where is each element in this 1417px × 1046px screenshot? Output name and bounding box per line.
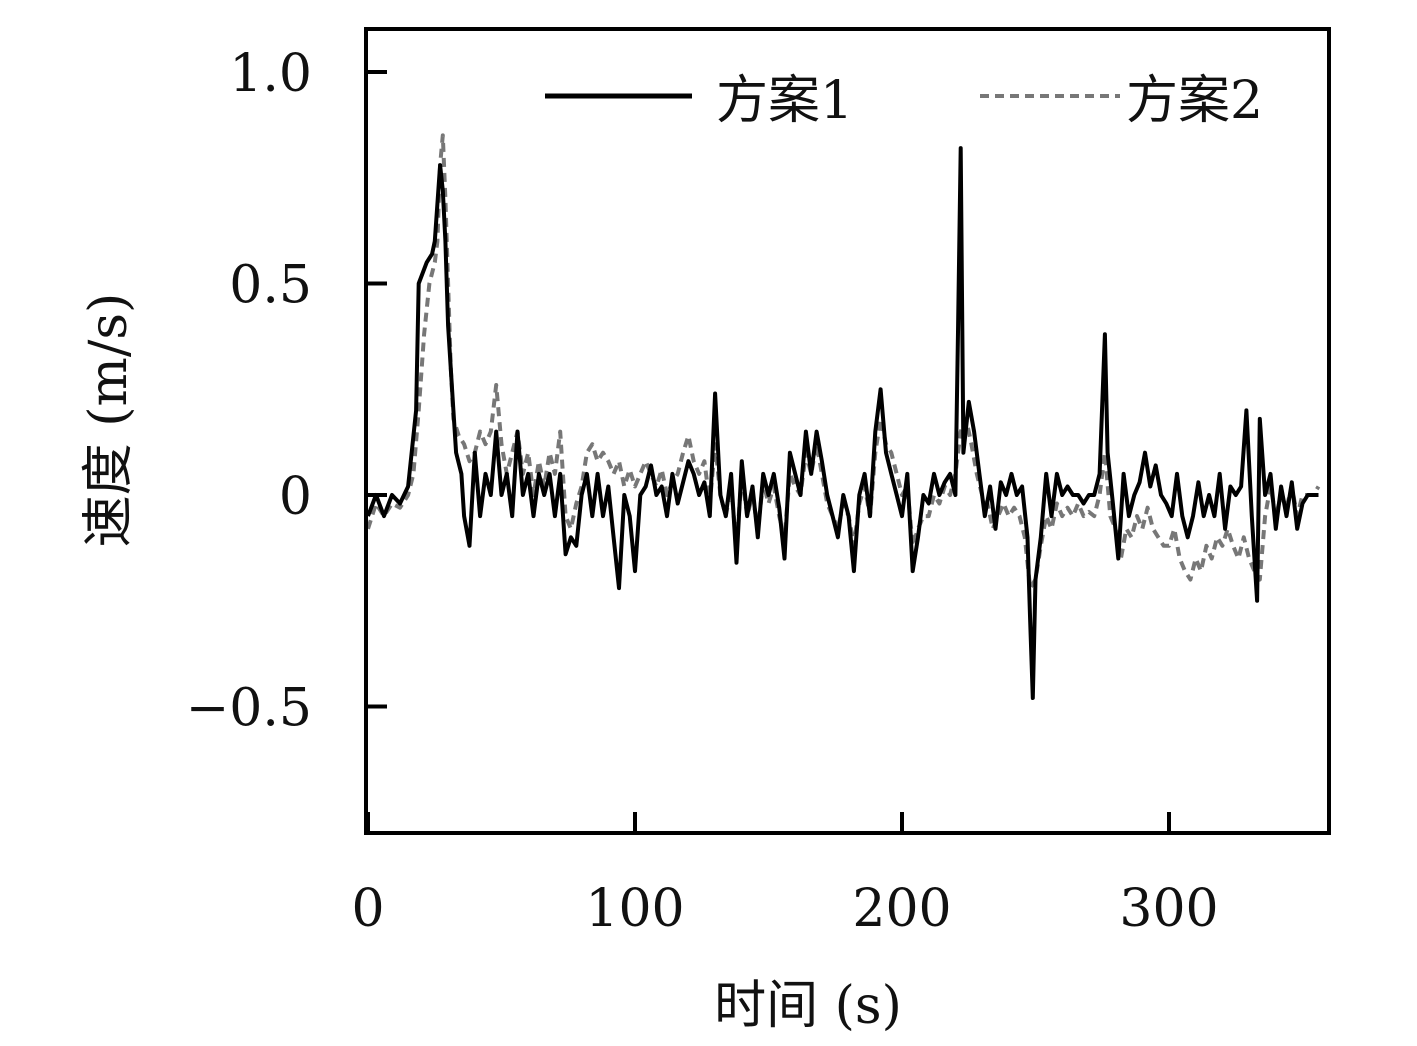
- x-tick-label: 200: [852, 879, 951, 939]
- y-tick-label: 0: [279, 467, 312, 527]
- y-axis: 1.0 0.5 0 −0.5: [186, 44, 387, 739]
- x-tick-label: 300: [1119, 879, 1218, 939]
- legend-label-series-1: 方案1: [716, 71, 853, 131]
- series-line-1: [366, 146, 1319, 700]
- legend-label-series-2: 方案2: [1126, 71, 1263, 131]
- plot-frame: [364, 27, 1331, 835]
- y-axis-title: 速度 (m/s): [79, 293, 139, 548]
- y-tick-label: 1.0: [229, 44, 312, 104]
- y-tick-label: 0.5: [229, 256, 312, 316]
- x-axis: 0 100 200 300: [351, 812, 1219, 939]
- plot-lines: [366, 133, 1321, 700]
- y-tick-label: −0.5: [186, 679, 312, 739]
- x-tick-label: 100: [585, 879, 684, 939]
- legend: 方案1 方案2: [545, 71, 1263, 131]
- x-axis-title: 时间 (s): [714, 976, 902, 1036]
- x-tick-label: 0: [351, 879, 384, 939]
